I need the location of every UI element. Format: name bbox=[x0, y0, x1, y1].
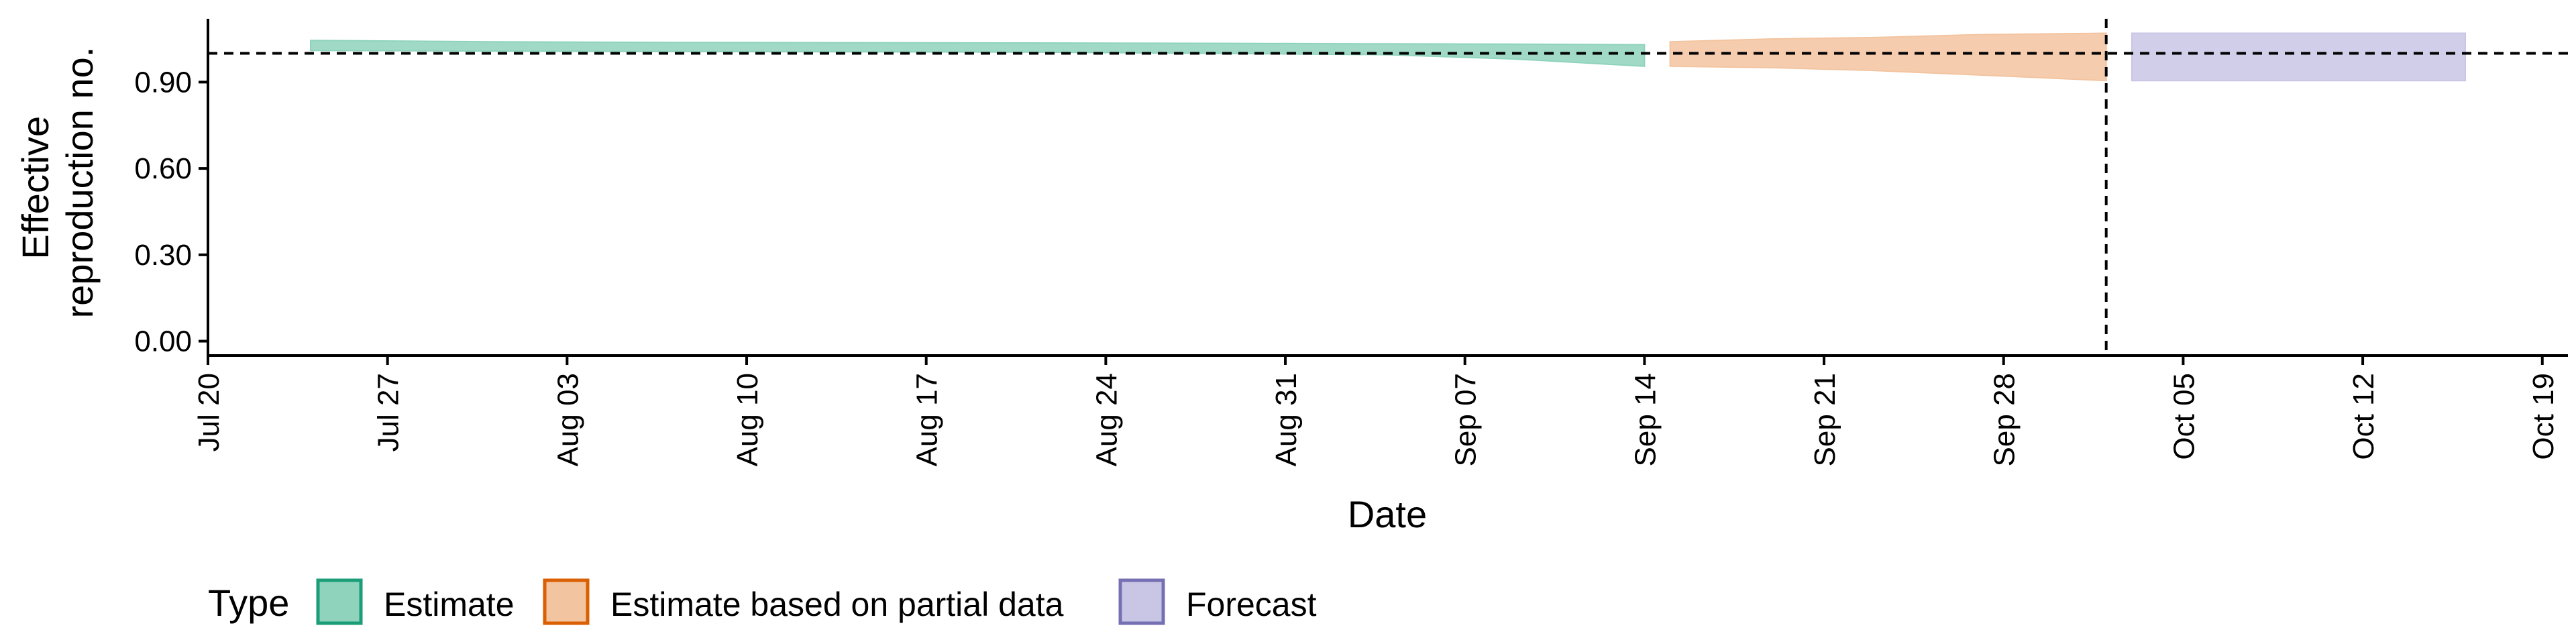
legend-label: Estimate based on partial data bbox=[610, 586, 1064, 623]
legend-label: Forecast bbox=[1186, 586, 1317, 623]
y-axis-title-line-2: reproduction no. bbox=[58, 47, 101, 319]
x-tick-label: Sep 28 bbox=[1988, 373, 2021, 466]
x-tick-label: Oct 12 bbox=[2347, 373, 2380, 460]
legend-key bbox=[1118, 578, 1165, 625]
legend-label: Estimate bbox=[384, 586, 515, 623]
y-tick-label: 0.90 bbox=[134, 66, 192, 99]
x-tick-label: Aug 31 bbox=[1270, 373, 1303, 466]
ribbon-forecast bbox=[2131, 32, 2466, 82]
ribbon-estimate-based-on-partial-data bbox=[1669, 32, 2107, 82]
y-axis-title-line-1: Effective bbox=[14, 116, 56, 260]
x-tick-label: Oct 19 bbox=[2527, 373, 2560, 460]
y-tick-label: 0.00 bbox=[134, 325, 192, 358]
ribbon-estimate bbox=[310, 40, 1646, 67]
y-tick-label: 0.60 bbox=[134, 152, 192, 185]
x-tick-label: Aug 17 bbox=[911, 373, 944, 466]
legend-key bbox=[316, 578, 363, 625]
x-tick-label: Sep 14 bbox=[1629, 373, 1662, 466]
x-tick-label: Jul 20 bbox=[193, 373, 225, 451]
legend: Type Estimate Estimate based on partial d… bbox=[208, 578, 1317, 625]
legend-title: Type bbox=[208, 582, 289, 624]
legend-key bbox=[543, 578, 590, 625]
y-tick-label: 0.30 bbox=[134, 239, 192, 272]
x-tick-label: Aug 24 bbox=[1090, 373, 1123, 466]
x-tick-label: Jul 27 bbox=[372, 373, 405, 451]
x-tick-label: Oct 05 bbox=[2167, 373, 2200, 460]
x-tick-label: Aug 10 bbox=[731, 373, 764, 466]
x-axis-title: Date bbox=[1348, 493, 1427, 535]
x-tick-label: Aug 03 bbox=[551, 373, 584, 466]
x-tick-label: Sep 07 bbox=[1450, 373, 1483, 466]
y-axis-ticks: 0.00 0.30 0.60 0.90 bbox=[134, 66, 208, 358]
x-axis-ticks: Jul 20 Jul 27 Aug 03 Aug 10 Aug 17 Aug 24 Aug … bbox=[193, 356, 2560, 466]
ribbon-layer bbox=[310, 32, 2466, 82]
y-axis-title: Effective reproduction no. bbox=[14, 47, 101, 319]
x-tick-label: Sep 21 bbox=[1809, 373, 1841, 466]
